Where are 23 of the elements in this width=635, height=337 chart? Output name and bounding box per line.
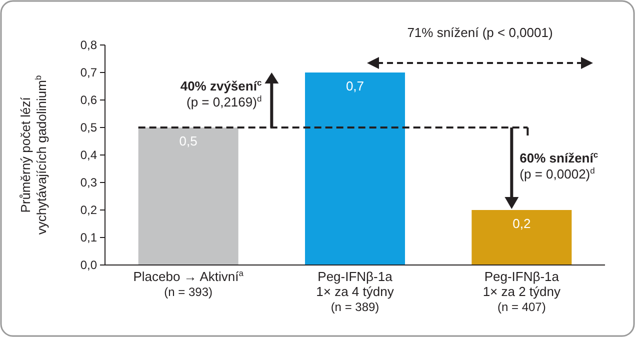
x-tick-label: Peg-IFNβ-1a 1× za 4 týdny (n = 389) xyxy=(316,269,394,314)
annotation: 60% snížení$^{c}$ xyxy=(520,150,598,166)
y-tick-label: 0,7 xyxy=(80,66,98,80)
category-label: Placebo → Aktivní$^{a}$ (n = 393) xyxy=(133,268,244,299)
bar xyxy=(472,210,572,265)
annotation: 40% zvýšení$^{c}$ xyxy=(180,78,262,94)
y-tick-label: 0,0 xyxy=(80,258,98,272)
data-label: 0,2 xyxy=(512,216,531,231)
y-tick-label: 0,1 xyxy=(80,230,98,245)
y-tick-label: 0,8 xyxy=(80,38,98,52)
y-tick-label: 0,2 xyxy=(80,203,98,218)
bar xyxy=(138,128,238,265)
data-label: 0,5 xyxy=(179,134,198,148)
annotation: (p = 0,0002)$^{d}$ xyxy=(520,166,596,182)
y-tick-label: 0,6 xyxy=(80,93,98,108)
bar xyxy=(305,72,405,265)
data-label: 0,7 xyxy=(346,78,364,94)
y-tick-label: 0,3 xyxy=(80,176,98,190)
x-tick-label: Peg-IFNβ-1a 1× za 2 týdny (n = 407) xyxy=(482,269,562,314)
y-tick-label: 0,4 xyxy=(80,148,98,162)
text: 71% snížení (p < 0,0001) xyxy=(407,25,553,40)
y-tick-label: 0,5 xyxy=(80,120,98,135)
annotation: (p = 0,2169)$^{d}$ xyxy=(186,94,262,110)
